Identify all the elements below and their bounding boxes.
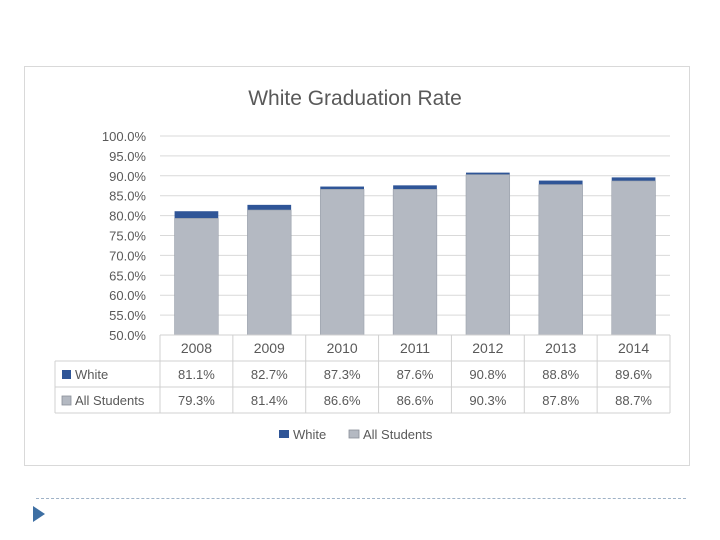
bar-chart: White Graduation Rate 50.0% 55.0% 60.0% 65.0… <box>54 87 671 442</box>
table-data-label: 79.3% <box>178 393 215 408</box>
table-series-name: White <box>75 367 108 382</box>
slide-divider-line <box>36 498 686 499</box>
table-data-label: 89.6% <box>615 367 652 382</box>
table-data-label: 88.8% <box>542 367 579 382</box>
x-category-label: 2014 <box>618 340 649 356</box>
x-category-label: 2009 <box>254 340 285 356</box>
y-tick-label: 95.0% <box>109 149 146 164</box>
x-category-label: 2013 <box>545 340 576 356</box>
bar-all-students <box>319 189 365 336</box>
y-tick-label: 90.0% <box>109 169 146 184</box>
y-tick-label: 70.0% <box>109 248 146 263</box>
chart-frame: White Graduation Rate 50.0% 55.0% 60.0% 65.0… <box>24 66 690 466</box>
table-data-label: 81.4% <box>251 393 288 408</box>
y-tick-label: 100.0% <box>102 129 147 144</box>
y-tick-label: 50.0% <box>109 328 146 343</box>
table-data-label: 87.6% <box>397 367 434 382</box>
y-tick-label: 55.0% <box>109 308 146 323</box>
chart-title: White Graduation Rate <box>248 87 462 110</box>
y-tick-label: 65.0% <box>109 268 146 283</box>
bar-all-students <box>174 218 219 336</box>
table-data-label: 90.8% <box>469 367 506 382</box>
legend-label-white: White <box>293 427 326 442</box>
y-tick-label: 85.0% <box>109 189 146 204</box>
table-data-label: 81.1% <box>178 367 215 382</box>
table-data-label: 87.8% <box>542 393 579 408</box>
bar-all-students <box>611 180 656 336</box>
y-tick-label: 80.0% <box>109 209 146 224</box>
table-data-label: 87.3% <box>324 367 361 382</box>
legend-key-all-students <box>348 429 360 439</box>
legend-label-all-students: All Students <box>363 427 433 442</box>
x-category-label: 2011 <box>400 340 430 356</box>
table-data-label: 90.3% <box>469 393 506 408</box>
x-category-label: 2012 <box>472 340 503 356</box>
bar-all-students <box>392 189 438 336</box>
table-legend-key <box>62 370 71 379</box>
table-data-label: 86.6% <box>397 393 434 408</box>
table-legend-key <box>61 395 72 406</box>
table-data-label: 88.7% <box>615 393 652 408</box>
x-category-label: 2008 <box>181 340 212 356</box>
table-series-name: All Students <box>75 393 145 408</box>
slide-arrow-icon <box>33 506 45 522</box>
table-data-label: 86.6% <box>324 393 361 408</box>
legend-key-white <box>279 430 289 438</box>
y-tick-label: 60.0% <box>109 288 146 303</box>
bar-all-students <box>465 174 511 336</box>
table-data-label: 82.7% <box>251 367 288 382</box>
bar-all-students <box>247 209 292 336</box>
x-category-label: 2010 <box>327 340 358 356</box>
bar-all-students <box>538 184 583 336</box>
y-tick-label: 75.0% <box>109 229 146 244</box>
